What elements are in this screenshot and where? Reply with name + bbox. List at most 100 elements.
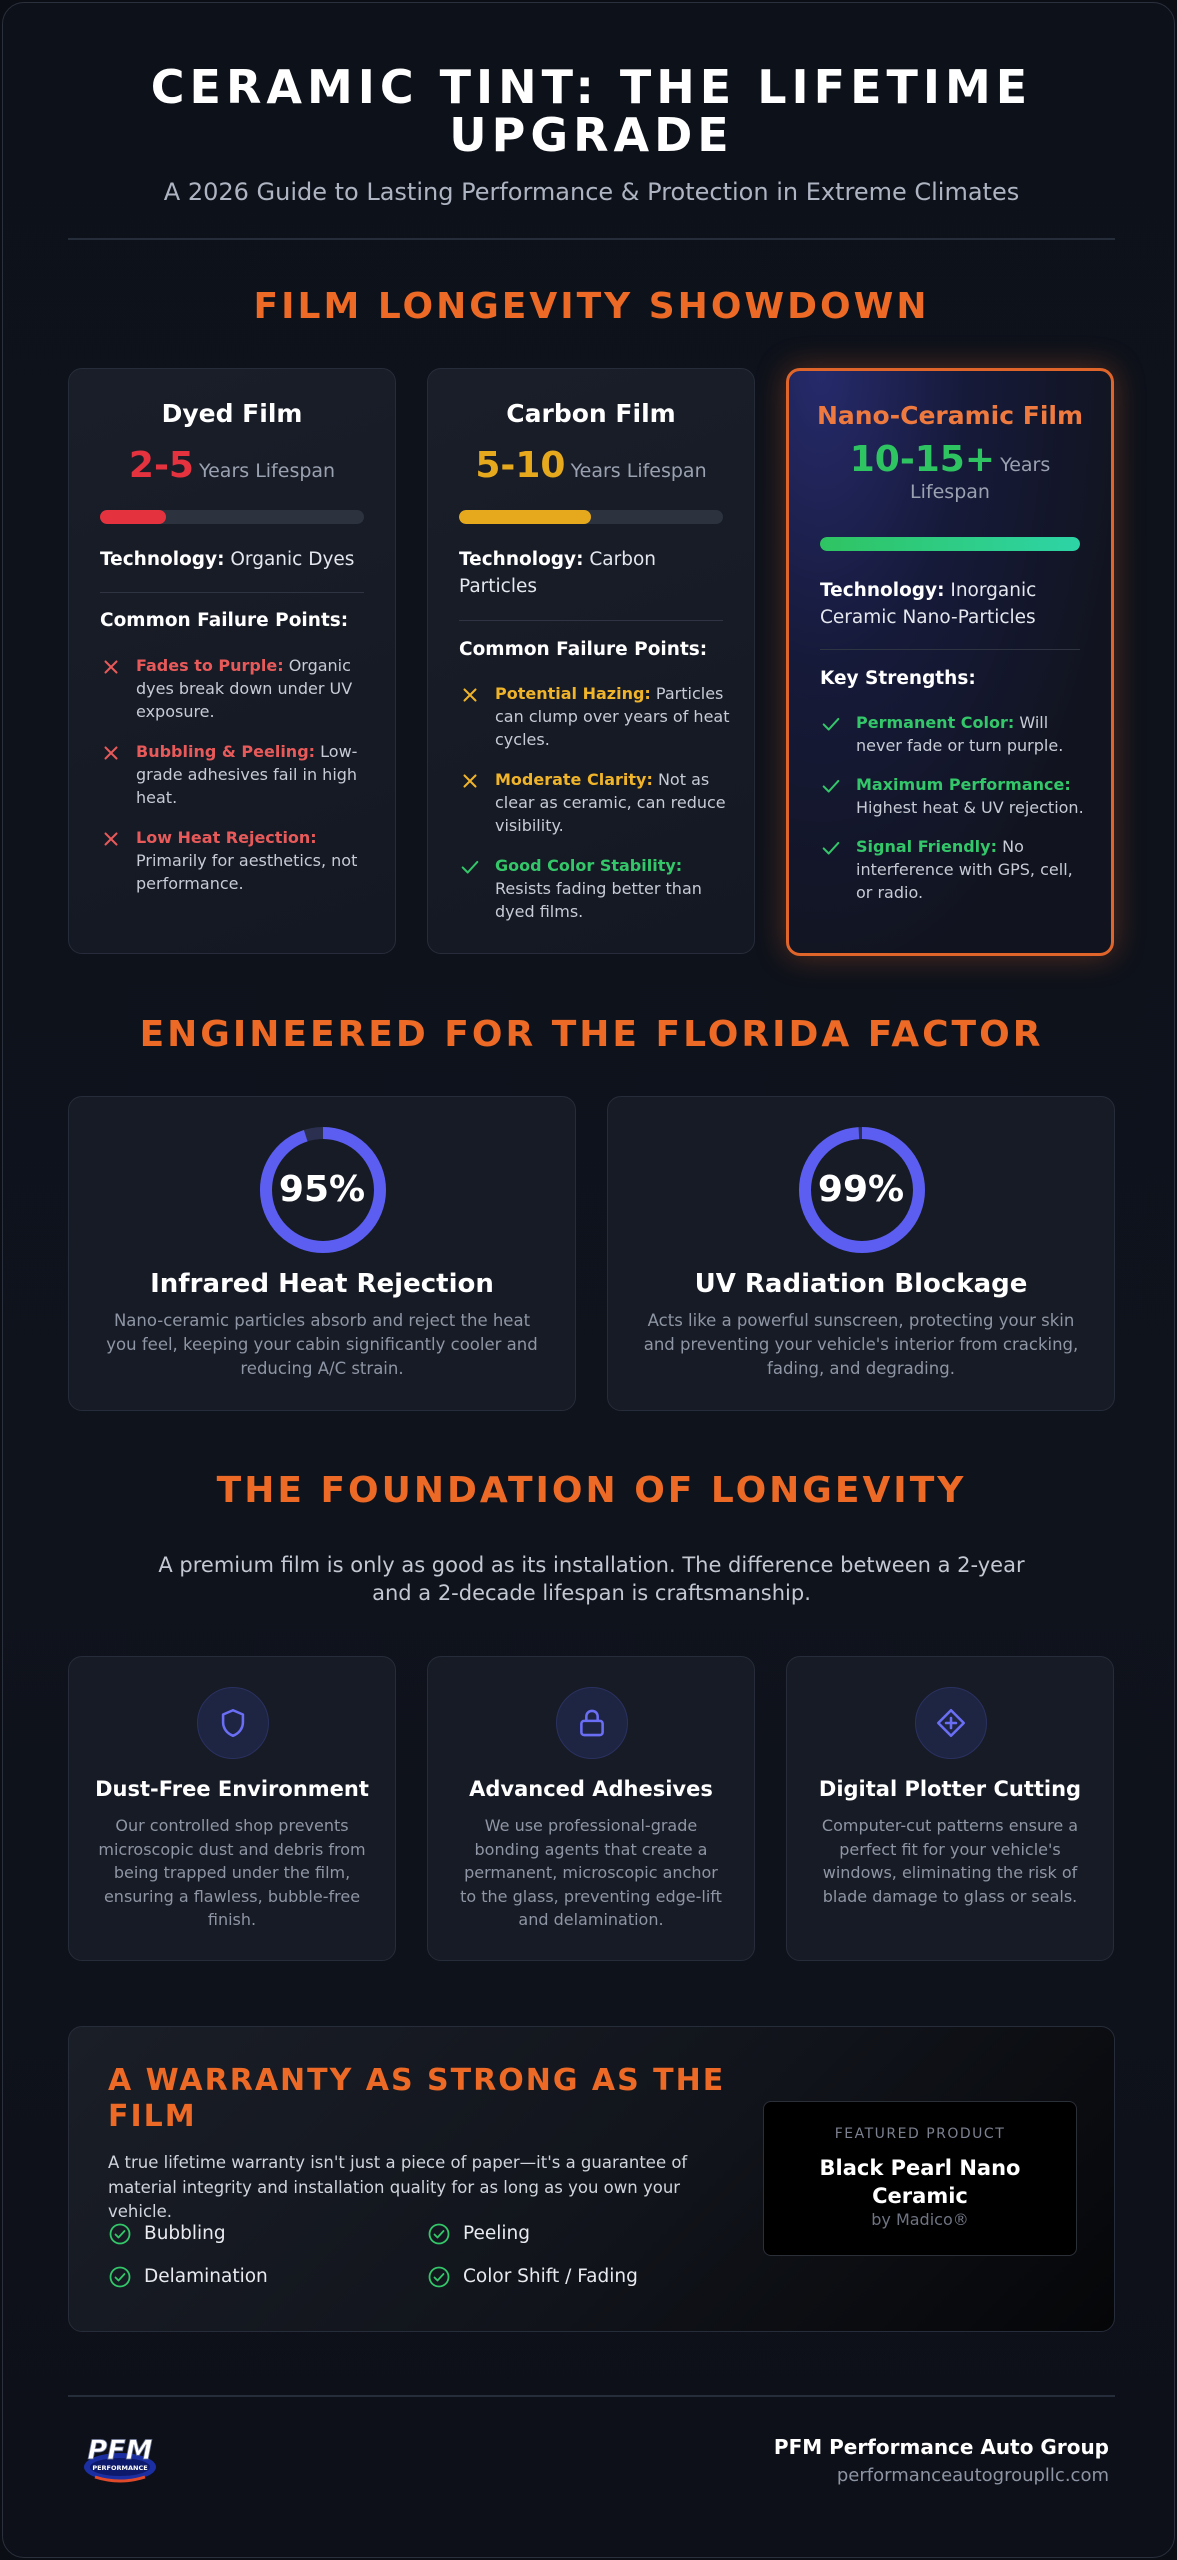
lifespan-bar-fill (100, 510, 166, 524)
foundation-name: Digital Plotter Cutting (818, 1777, 1082, 1801)
check-icon (822, 841, 840, 855)
warranty-item: Peeling (427, 2223, 531, 2245)
stat-value: 95% (278, 1169, 366, 1210)
point-item: Signal Friendly: No interference with GP… (820, 835, 1087, 904)
point-text: Not as clear as ceramic, can reduce visi… (495, 770, 726, 835)
check-circle-icon (109, 2266, 131, 2288)
section-title-foundation: THE FOUNDATION OF LONGEVITY (216, 1470, 967, 1511)
divider (68, 2395, 1115, 2397)
tech-label: Technology: (459, 549, 584, 570)
foundation-name: Advanced Adhesives (469, 1777, 713, 1801)
point-item: Permanent Color: Will never fade or turn… (820, 711, 1087, 757)
product-brand: by Madico® (871, 2210, 969, 2229)
point-title: Permanent Color: (856, 713, 1015, 732)
point-title: Maximum Performance: (856, 775, 1071, 794)
point-text: Organic dyes break down under UV exposur… (136, 656, 353, 721)
stat-value: 99% (817, 1169, 905, 1210)
lifespan-value: 2-5 (128, 445, 194, 486)
point-title: Fades to Purple: (136, 656, 284, 675)
card-divider (820, 649, 1080, 650)
section-title-florida: ENGINEERED FOR THE FLORIDA FACTOR (139, 1014, 1044, 1055)
point-text: Highest heat & UV rejection. (856, 798, 1084, 817)
point-text: No interference with GPS, cell, or radio… (856, 837, 1073, 902)
company-website[interactable]: performanceautogroupllc.com (836, 2465, 1109, 2486)
film-technology: Technology: Organic Dyes (100, 546, 364, 573)
featured-product-card: FEATURED PRODUCT Black Pearl Nano Cerami… (763, 2101, 1077, 2256)
lifespan-label: Years Lifespan (199, 460, 336, 482)
stat-card-infrared: 95% Infrared Heat Rejection Nano-ceramic… (68, 1096, 576, 1411)
foundation-description: We use professional-grade bonding agents… (460, 1816, 722, 1929)
lifespan-label: Years Lifespan (910, 454, 1051, 503)
points-title: Common Failure Points: (459, 639, 708, 660)
points-title: Key Strengths: (820, 668, 976, 689)
foundation-card-adhesives: Advanced Adhesives We use professional-g… (427, 1656, 755, 1961)
point-text: Particles can clump over years of heat c… (495, 684, 730, 749)
warranty-item-label: Delamination (144, 2266, 268, 2287)
product-tag: FEATURED PRODUCT (834, 2126, 1006, 2142)
x-icon (463, 774, 477, 788)
point-title: Signal Friendly: (856, 837, 997, 856)
check-circle-icon (109, 2223, 131, 2245)
section-title-longevity: FILM LONGEVITY SHOWDOWN (253, 286, 930, 327)
divider (68, 238, 1115, 240)
x-icon (104, 660, 118, 674)
foundation-card-dust-free: Dust-Free Environment Our controlled sho… (68, 1656, 396, 1961)
warranty-item: Delamination (108, 2266, 268, 2288)
stat-description: Nano-ceramic particles absorb and reject… (106, 1311, 538, 1378)
tech-value: Inorganic Ceramic Nano-Particles (820, 580, 1037, 628)
check-icon (461, 860, 479, 874)
warranty-item: Bubbling (108, 2223, 226, 2245)
progress-ring (260, 1127, 386, 1253)
tech-value: Carbon Particles (459, 549, 657, 597)
point-title: Good Color Stability: (495, 856, 683, 875)
page-subtitle: A 2026 Guide to Lasting Performance & Pr… (163, 178, 1020, 206)
point-title: Low Heat Rejection: (136, 828, 317, 847)
warranty-panel: A WARRANTY AS STRONG AS THE FILM A true … (68, 2026, 1115, 2332)
lifespan-label: Years Lifespan (570, 460, 707, 482)
warranty-title: A WARRANTY AS STRONG AS THE FILM (108, 2063, 726, 2134)
icon-badge (556, 1687, 628, 1759)
film-name: Carbon Film (506, 399, 676, 428)
points-title: Common Failure Points: (100, 610, 349, 631)
foundation-intro: A premium film is only as good as its in… (158, 1553, 1025, 1605)
progress-ring (799, 1127, 925, 1253)
warranty-item-label: Color Shift / Fading (463, 2266, 638, 2287)
logo-subtext: PERFORMANCE (92, 2464, 147, 2472)
point-item: Potential Hazing: Particles can clump ov… (459, 682, 730, 751)
point-text: Resists fading better than dyed films. (495, 879, 702, 921)
stat-card-uv: 99% UV Radiation Blockage Acts like a po… (607, 1096, 1115, 1411)
warranty-item: Color Shift / Fading (427, 2266, 638, 2288)
stat-description: Acts like a powerful sunscreen, protecti… (643, 1311, 1079, 1378)
icon-badge (915, 1687, 987, 1759)
lifespan-value: 5-10 (475, 445, 566, 486)
lifespan-bar (459, 510, 723, 524)
point-item: Low Heat Rejection: Primarily for aesthe… (100, 826, 371, 895)
stat-name: Infrared Heat Rejection (150, 1269, 494, 1299)
film-lifespan: 10-15+ Years Lifespan (849, 442, 1051, 506)
point-item: Fades to Purple: Organic dyes break down… (100, 654, 371, 723)
lifespan-value: 10-15+ (849, 439, 996, 480)
lifespan-bar (820, 537, 1080, 551)
film-lifespan: 2-5 Years Lifespan (69, 445, 395, 486)
point-title: Moderate Clarity: (495, 770, 653, 789)
lock-icon (580, 1709, 604, 1737)
film-lifespan: 5-10 Years Lifespan (428, 445, 754, 486)
tech-label: Technology: (820, 580, 945, 601)
lifespan-bar-fill (459, 510, 591, 524)
lifespan-bar (100, 510, 364, 524)
check-circle-icon (428, 2266, 450, 2288)
point-text: Primarily for aesthetics, not performanc… (136, 851, 358, 893)
film-name: Dyed Film (161, 399, 303, 428)
point-title: Bubbling & Peeling: (136, 742, 316, 761)
check-icon (822, 717, 840, 731)
point-item: Moderate Clarity: Not as clear as cerami… (459, 768, 730, 837)
point-item: Maximum Performance: Highest heat & UV r… (820, 773, 1087, 819)
foundation-description: Computer-cut patterns ensure a perfect f… (821, 1816, 1079, 1906)
tech-value: Organic Dyes (230, 549, 355, 570)
stat-name: UV Radiation Blockage (694, 1269, 1028, 1299)
warranty-item-label: Peeling (463, 2223, 531, 2244)
page-title: CERAMIC TINT: THE LIFETIME UPGRADE (150, 60, 1033, 162)
company-name: PFM Performance Auto Group (773, 2435, 1109, 2459)
warranty-description: A true lifetime warranty isn't just a pi… (108, 2153, 688, 2221)
